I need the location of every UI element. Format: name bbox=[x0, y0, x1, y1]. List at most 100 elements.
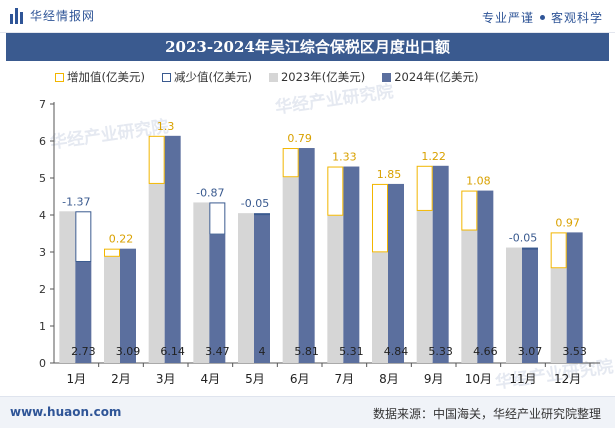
x-tick-label: 5月 bbox=[245, 372, 265, 386]
value-label: 3.47 bbox=[205, 345, 230, 358]
legend-decrease-swatch bbox=[161, 72, 171, 82]
legend-2024-label: 2024年(亿美元) bbox=[394, 70, 479, 84]
bar-2024 bbox=[432, 165, 449, 363]
x-tick-label: 12月 bbox=[554, 372, 581, 386]
chart-canvas: 华经产业研究院华经产业研究院华经产业研究院01234567-1.372.731月… bbox=[39, 81, 615, 393]
bar-2024 bbox=[254, 215, 270, 363]
bar-2023 bbox=[416, 210, 433, 363]
change-label: 0.22 bbox=[109, 233, 134, 246]
value-label: 5.31 bbox=[339, 345, 364, 358]
legend-2024-swatch bbox=[382, 72, 392, 82]
increase-box bbox=[461, 190, 478, 231]
value-label: 4 bbox=[259, 345, 266, 358]
bar-2023 bbox=[372, 252, 388, 363]
legend-increase-label: 增加值(亿美元) bbox=[67, 70, 145, 84]
y-tick-label: 5 bbox=[39, 172, 46, 185]
watermark-text: 华经产业研究院 bbox=[274, 81, 395, 118]
y-tick-label: 1 bbox=[39, 320, 46, 333]
y-tick-label: 4 bbox=[39, 209, 46, 222]
tagline: 专业严谨 客观科学 bbox=[482, 9, 603, 26]
bar-2023 bbox=[461, 230, 478, 363]
bar-2023 bbox=[238, 213, 254, 363]
x-tick-label: 9月 bbox=[424, 372, 444, 386]
change-label: 1.3 bbox=[157, 120, 175, 133]
bar-2024 bbox=[209, 234, 226, 363]
decrease-box bbox=[75, 211, 92, 262]
value-label: 3.09 bbox=[116, 345, 141, 358]
value-label: 2.73 bbox=[71, 345, 96, 358]
change-label: 1.22 bbox=[421, 150, 446, 163]
legend-decrease-label: 减少值(亿美元) bbox=[173, 70, 252, 84]
change-label: 1.85 bbox=[377, 168, 402, 181]
change-label: -1.37 bbox=[62, 195, 90, 208]
brand-logo-icon bbox=[10, 7, 24, 24]
x-tick-label: 7月 bbox=[335, 372, 355, 386]
brand[interactable]: 华经情报网 bbox=[10, 7, 95, 24]
dot-separator-icon bbox=[539, 15, 545, 20]
value-label: 4.66 bbox=[473, 345, 498, 358]
legend-increase-swatch bbox=[55, 72, 64, 82]
change-label: 0.97 bbox=[555, 216, 580, 229]
y-tick-label: 7 bbox=[39, 98, 46, 111]
bar-2023 bbox=[148, 183, 165, 363]
footer: www.huaon.com 数据来源：中国海关，华经产业研究院整理 bbox=[0, 396, 615, 428]
change-label: -0.05 bbox=[241, 197, 269, 210]
y-tick-label: 0 bbox=[39, 357, 46, 370]
value-label: 4.84 bbox=[384, 345, 409, 358]
bar-2023 bbox=[550, 268, 567, 363]
top-bar: 华经情报网 专业严谨 客观科学 bbox=[0, 0, 615, 33]
x-tick-label: 4月 bbox=[201, 372, 221, 386]
value-label: 6.14 bbox=[160, 345, 185, 358]
tagline-right: 客观科学 bbox=[550, 11, 603, 25]
change-label: 1.33 bbox=[332, 151, 357, 164]
x-tick-label: 6月 bbox=[290, 372, 310, 386]
watermark-text: 华经产业研究院 bbox=[49, 116, 170, 153]
chart-legend: 增加值(亿美元) 减少值(亿美元) 2023年(亿美元) 2024年(亿美元) bbox=[55, 69, 478, 85]
bar-2024 bbox=[477, 190, 494, 363]
legend-2023-swatch bbox=[268, 72, 278, 82]
legend-2023: 2023年(亿美元) bbox=[268, 69, 366, 85]
bar-2024 bbox=[164, 135, 181, 363]
bar-2024 bbox=[388, 183, 404, 363]
legend-2023-label: 2023年(亿美元) bbox=[280, 70, 366, 84]
y-tick-label: 2 bbox=[39, 283, 46, 296]
change-label: 1.08 bbox=[466, 175, 491, 188]
bar-2023 bbox=[59, 211, 76, 363]
x-tick-label: 10月 bbox=[465, 372, 492, 386]
website-link[interactable]: www.huaon.com bbox=[10, 405, 122, 419]
decrease-box bbox=[254, 213, 270, 216]
increase-box bbox=[282, 148, 299, 178]
increase-box bbox=[148, 135, 165, 184]
x-tick-label: 1月 bbox=[67, 372, 87, 386]
bar-2023 bbox=[327, 215, 344, 363]
bar-2024 bbox=[522, 249, 538, 363]
brand-name: 华经情报网 bbox=[30, 9, 96, 23]
bar-2023 bbox=[282, 177, 299, 363]
x-tick-label: 8月 bbox=[379, 372, 399, 386]
decrease-box bbox=[209, 202, 226, 235]
x-tick-label: 3月 bbox=[156, 372, 176, 386]
bar-2024 bbox=[298, 148, 315, 363]
x-tick-label: 2月 bbox=[111, 372, 131, 386]
decrease-box bbox=[522, 247, 538, 250]
legend-2024: 2024年(亿美元) bbox=[382, 69, 478, 85]
chart-title: 2023-2024年吴江综合保税区月度出口额 bbox=[6, 33, 609, 61]
bar-2023 bbox=[193, 202, 210, 363]
y-tick-label: 3 bbox=[39, 246, 46, 259]
value-label: 5.81 bbox=[294, 345, 319, 358]
change-label: 0.79 bbox=[287, 132, 312, 145]
increase-box bbox=[550, 232, 567, 269]
bar-2024 bbox=[566, 232, 583, 363]
value-label: 3.53 bbox=[562, 345, 587, 358]
bar-2024 bbox=[120, 248, 136, 363]
value-label: 5.33 bbox=[428, 345, 453, 358]
change-label: -0.87 bbox=[196, 186, 224, 199]
change-label: -0.05 bbox=[509, 232, 537, 245]
increase-box bbox=[372, 183, 388, 253]
increase-box bbox=[327, 166, 344, 216]
bar-2024 bbox=[343, 166, 360, 363]
increase-box bbox=[416, 165, 433, 211]
bar-2023 bbox=[104, 256, 120, 363]
tagline-left: 专业严谨 bbox=[481, 11, 534, 25]
legend-increase: 增加值(亿美元) bbox=[55, 69, 145, 85]
